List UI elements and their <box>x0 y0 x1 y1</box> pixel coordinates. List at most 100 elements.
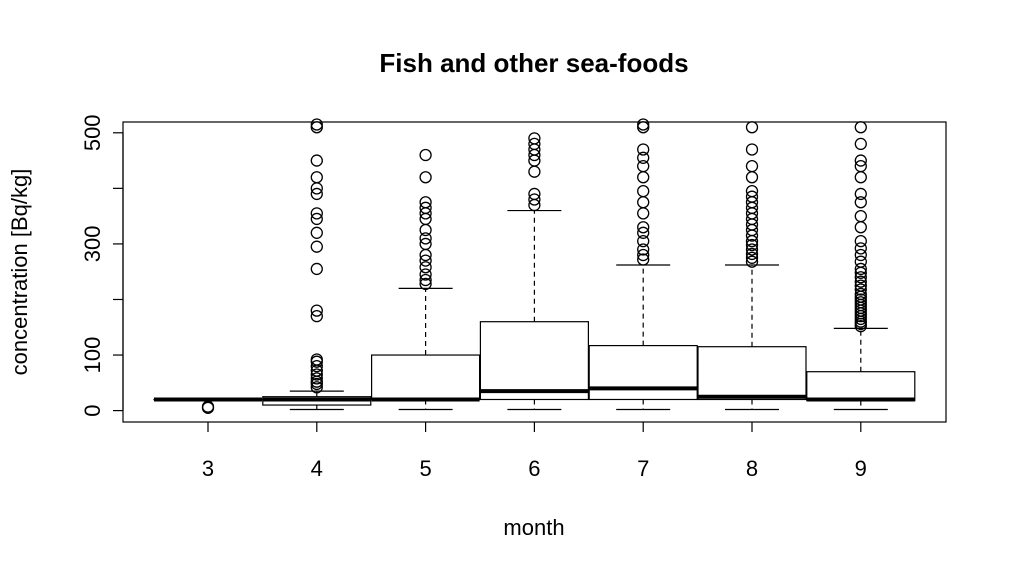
outlier-point <box>310 187 323 201</box>
outlier-point <box>528 165 541 178</box>
outlier-point <box>310 368 323 381</box>
outlier-point <box>854 171 867 184</box>
outlier-point <box>637 151 650 164</box>
outlier-point <box>528 137 541 151</box>
outlier-point <box>310 360 323 373</box>
outlier-point <box>310 154 323 167</box>
outlier-point <box>637 226 650 239</box>
box-group-month-5 <box>371 148 481 411</box>
outlier-point <box>528 132 541 145</box>
x-tick-label: 3 <box>202 456 214 481</box>
outlier-point <box>528 193 541 206</box>
outlier-point <box>854 242 867 255</box>
outlier-point <box>745 190 759 203</box>
box-group-month-4 <box>262 118 372 411</box>
outlier-point <box>854 196 867 209</box>
outlier-point <box>310 240 323 253</box>
outlier-point <box>854 296 867 309</box>
outlier-point <box>419 273 432 287</box>
outlier-point <box>854 209 867 223</box>
outlier-point <box>419 196 432 209</box>
outlier-point <box>854 279 867 292</box>
outlier-point <box>419 261 432 274</box>
outlier-point <box>419 232 432 245</box>
outlier-point <box>745 121 759 134</box>
outlier-point <box>854 262 867 276</box>
box-group-month-6 <box>479 132 589 411</box>
outlier-point <box>310 226 323 239</box>
outlier-point <box>854 221 867 234</box>
outlier-point <box>745 171 759 184</box>
outlier-point <box>854 154 867 167</box>
outlier-point <box>854 255 867 268</box>
outlier-point <box>854 234 867 248</box>
box-iqr <box>588 344 698 401</box>
outlier-point <box>637 253 650 266</box>
outlier-point <box>637 143 650 156</box>
x-tick-label: 5 <box>419 456 431 481</box>
outlier-point <box>637 118 650 131</box>
y-axis-label: concentration [Bq/kg] <box>7 169 32 376</box>
outlier-point <box>637 207 650 220</box>
outlier-point <box>854 137 867 151</box>
outlier-point <box>419 223 432 237</box>
outlier-point <box>854 283 867 296</box>
outlier-point <box>637 184 650 198</box>
outlier-point <box>419 148 432 162</box>
outlier-point <box>854 187 867 201</box>
chart-title: Fish and other sea-foods <box>379 48 688 78</box>
outlier-point <box>854 275 867 288</box>
outlier-point <box>745 247 759 261</box>
outlier-point <box>854 271 867 284</box>
x-tick-label: 8 <box>746 456 758 481</box>
outlier-point <box>528 187 541 201</box>
outlier-point <box>854 248 867 262</box>
outlier-point <box>310 381 323 394</box>
outlier-point <box>854 159 867 173</box>
outlier-point <box>310 118 323 131</box>
outlier-point <box>637 248 650 262</box>
y-tick-label: 100 <box>80 337 105 374</box>
outlier-point <box>310 207 323 220</box>
outlier-point <box>310 262 323 276</box>
box-group-month-7 <box>588 118 698 411</box>
outlier-point <box>745 184 759 198</box>
outlier-point <box>310 212 323 226</box>
outlier-point <box>310 121 323 134</box>
outlier-point <box>854 287 867 301</box>
outlier-point <box>637 159 650 173</box>
outlier-point <box>637 243 650 256</box>
box-iqr <box>479 321 589 401</box>
outlier-point <box>637 196 650 209</box>
x-tick-label: 6 <box>528 456 540 481</box>
box-group-month-9 <box>806 121 916 411</box>
outlier-point <box>310 309 323 323</box>
outlier-point <box>201 400 215 413</box>
outlier-point <box>745 159 759 173</box>
outlier-point <box>854 293 867 306</box>
outlier-point <box>745 255 759 268</box>
outlier-point <box>637 121 650 134</box>
outlier-point <box>310 171 323 184</box>
outlier-point <box>419 201 432 214</box>
outlier-point <box>745 238 759 252</box>
outlier-point <box>310 304 323 317</box>
outlier-point <box>854 121 867 134</box>
outlier-point <box>419 268 432 281</box>
outlier-point <box>419 277 432 291</box>
outlier-point <box>637 171 650 184</box>
box-group-month-8 <box>697 121 807 411</box>
x-axis: 3 4 5 6 7 8 9 <box>202 422 867 481</box>
outlier-point <box>637 221 650 234</box>
y-tick-label: 0 <box>80 404 105 416</box>
box-group-month-3 <box>153 397 263 414</box>
x-tick-label: 7 <box>637 456 649 481</box>
outlier-point <box>745 143 759 156</box>
outlier-point <box>310 353 323 366</box>
outlier-point <box>745 251 759 264</box>
outlier-point <box>637 234 650 248</box>
box-iqr <box>371 354 481 401</box>
y-tick-label: 300 <box>80 226 105 263</box>
box-iqr <box>697 346 807 401</box>
